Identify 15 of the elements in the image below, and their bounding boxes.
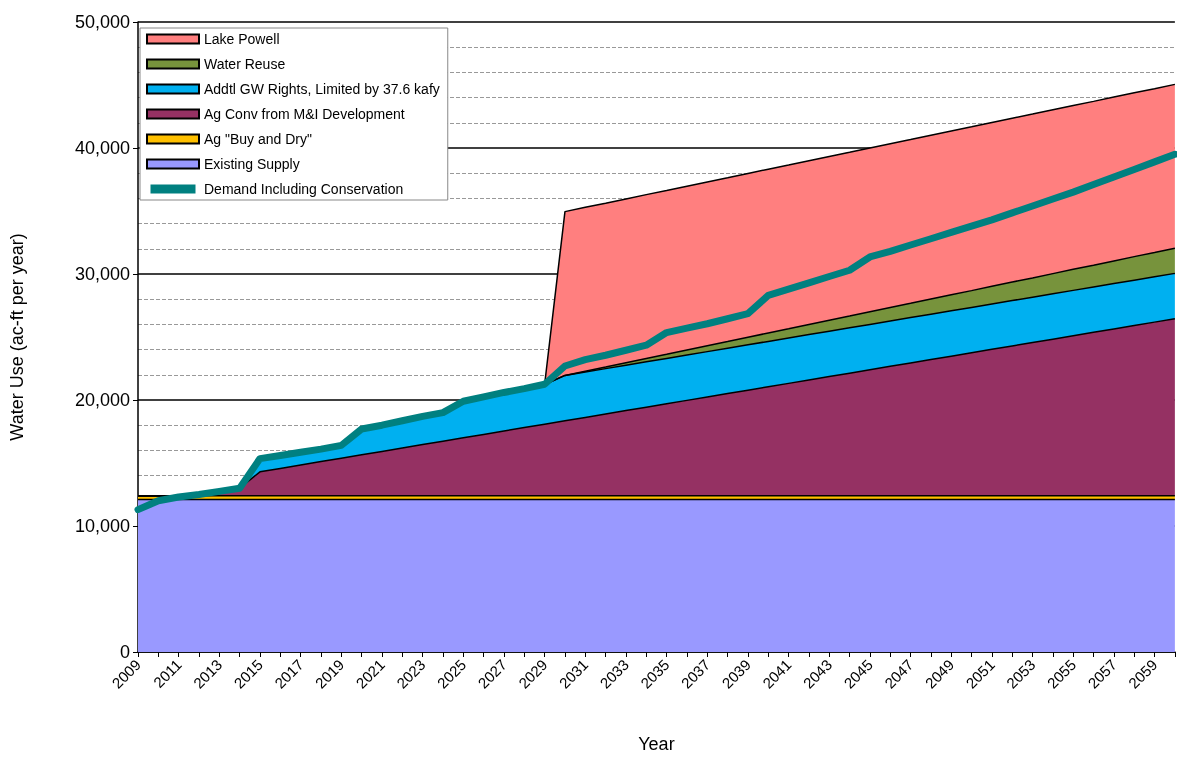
legend-label: Addtl GW Rights, Limited by 37.6 kafy bbox=[204, 81, 440, 97]
legend-label: Existing Supply bbox=[204, 156, 300, 172]
y-axis-title: Water Use (ac-ft per year) bbox=[7, 233, 27, 441]
y-tick-label: 50,000 bbox=[74, 12, 130, 32]
legend-label: Lake Powell bbox=[204, 31, 280, 47]
y-tick-label: 0 bbox=[119, 642, 130, 662]
y-tick-label: 30,000 bbox=[74, 264, 130, 284]
legend-label: Demand Including Conservation bbox=[204, 181, 404, 197]
legend-label: Water Reuse bbox=[204, 56, 286, 72]
y-tick-label: 20,000 bbox=[74, 390, 130, 410]
x-axis-title: Year bbox=[638, 734, 675, 754]
y-tick-label: 40,000 bbox=[74, 138, 130, 158]
y-tick-label: 10,000 bbox=[74, 516, 130, 536]
legend-label: Ag Conv from M&I Development bbox=[204, 106, 405, 122]
legend-label: Ag "Buy and Dry" bbox=[204, 131, 313, 147]
